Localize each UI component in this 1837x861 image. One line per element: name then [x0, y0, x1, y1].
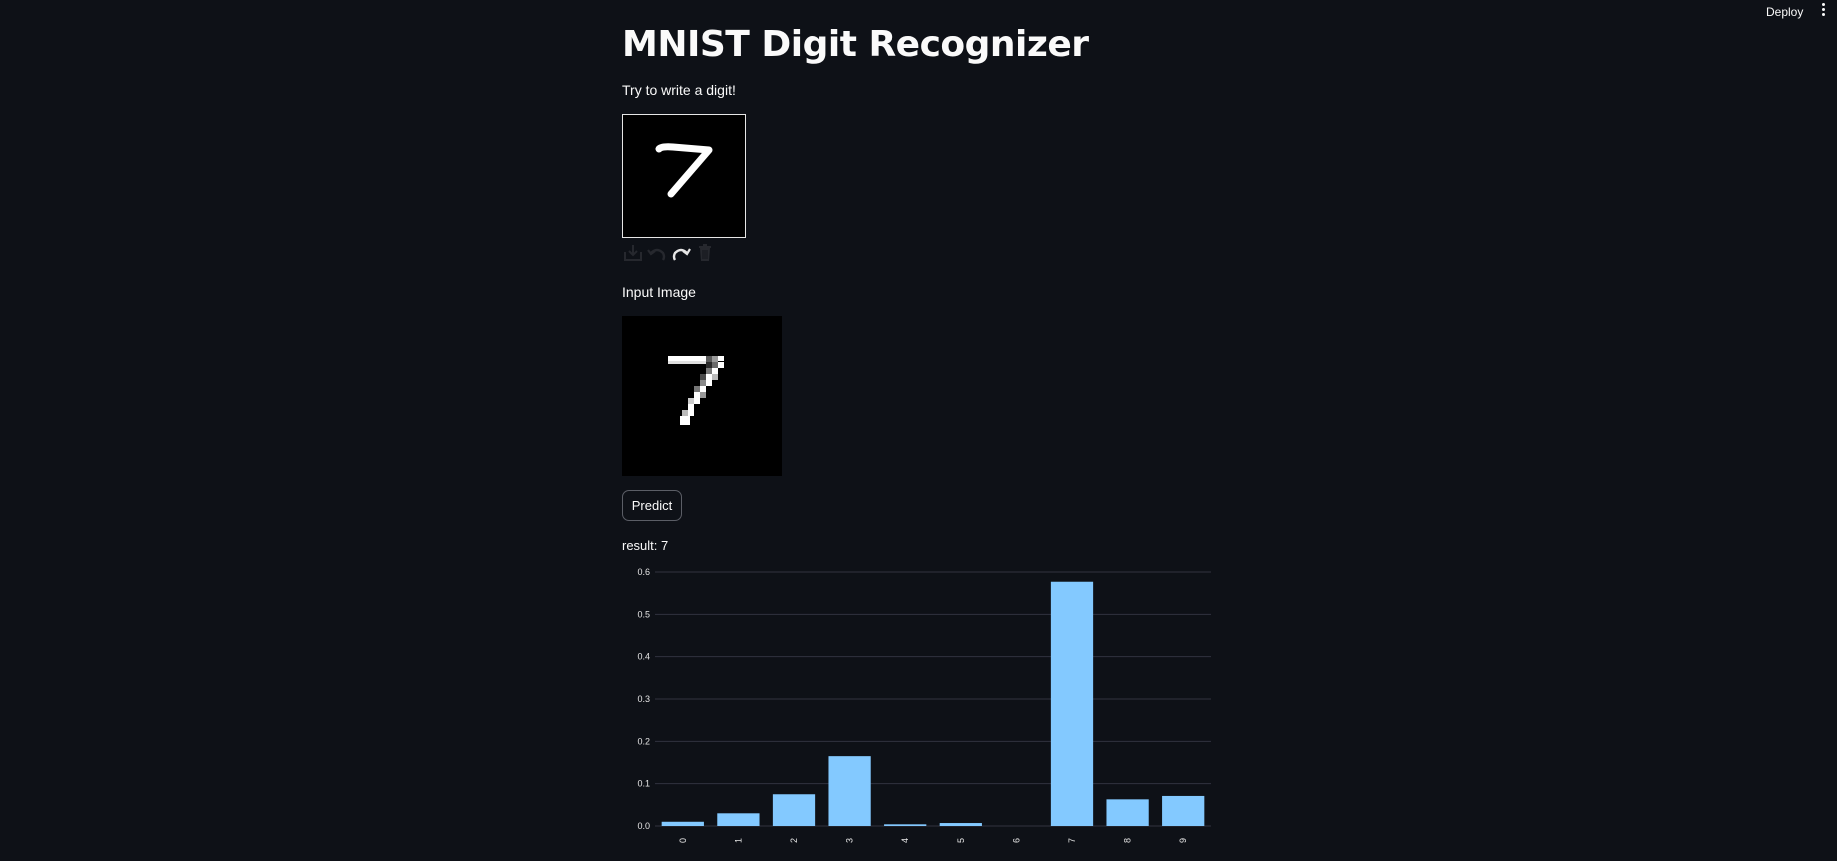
- bar-8: [1106, 799, 1149, 826]
- result-text: result: 7: [622, 538, 669, 553]
- y-tick-label: 0.2: [637, 736, 650, 746]
- y-tick-label: 0.1: [637, 779, 650, 789]
- canvas-toolbar: [622, 244, 716, 262]
- x-tick-label: 8: [1123, 838, 1133, 843]
- page-title: MNIST Digit Recognizer: [622, 24, 1089, 65]
- bar-4: [884, 824, 927, 826]
- instruction-text: Try to write a digit!: [622, 82, 736, 98]
- predict-button[interactable]: Predict: [622, 490, 682, 521]
- bar-0: [661, 821, 704, 826]
- x-tick-label: 9: [1178, 838, 1188, 843]
- undo-icon[interactable]: [646, 244, 668, 262]
- input-image-label: Input Image: [622, 284, 696, 300]
- y-tick-label: 0.5: [637, 609, 650, 619]
- x-tick-label: 0: [678, 838, 688, 843]
- x-tick-label: 3: [845, 838, 855, 843]
- deploy-button[interactable]: Deploy: [1766, 5, 1804, 19]
- x-tick-label: 2: [789, 838, 799, 843]
- drawn-stroke: [655, 143, 713, 198]
- y-tick-label: 0.0: [637, 821, 650, 831]
- bar-7: [1050, 581, 1094, 826]
- bar-1: [717, 813, 760, 826]
- vertical-dots-icon[interactable]: [1818, 3, 1828, 19]
- bar-2: [772, 794, 816, 826]
- y-tick-label: 0.3: [637, 694, 650, 704]
- probability-bar-chart: 0.0 0.1 0.2 0.3 0.4 0.5 0.6 0 1 2 3 4 5 6 7 8 9: [637, 567, 1211, 843]
- x-tick-label: 7: [1067, 838, 1077, 843]
- x-tick-label: 1: [733, 838, 743, 843]
- x-tick-label: 5: [956, 838, 966, 843]
- drawing-canvas[interactable]: [622, 114, 746, 238]
- x-tick-label: 4: [900, 838, 910, 843]
- y-tick-label: 0.6: [637, 567, 650, 577]
- trash-icon[interactable]: [694, 244, 716, 262]
- y-tick-label: 0.4: [637, 652, 650, 662]
- redo-icon[interactable]: [670, 244, 692, 262]
- input-image: [622, 316, 782, 476]
- pixelated-digit: [668, 356, 724, 425]
- top-bar: Deploy: [0, 0, 1837, 24]
- download-icon[interactable]: [622, 244, 644, 262]
- x-tick-label: 6: [1011, 838, 1021, 843]
- bar-5: [939, 823, 982, 826]
- bar-9: [1162, 795, 1205, 826]
- bar-3: [828, 756, 871, 826]
